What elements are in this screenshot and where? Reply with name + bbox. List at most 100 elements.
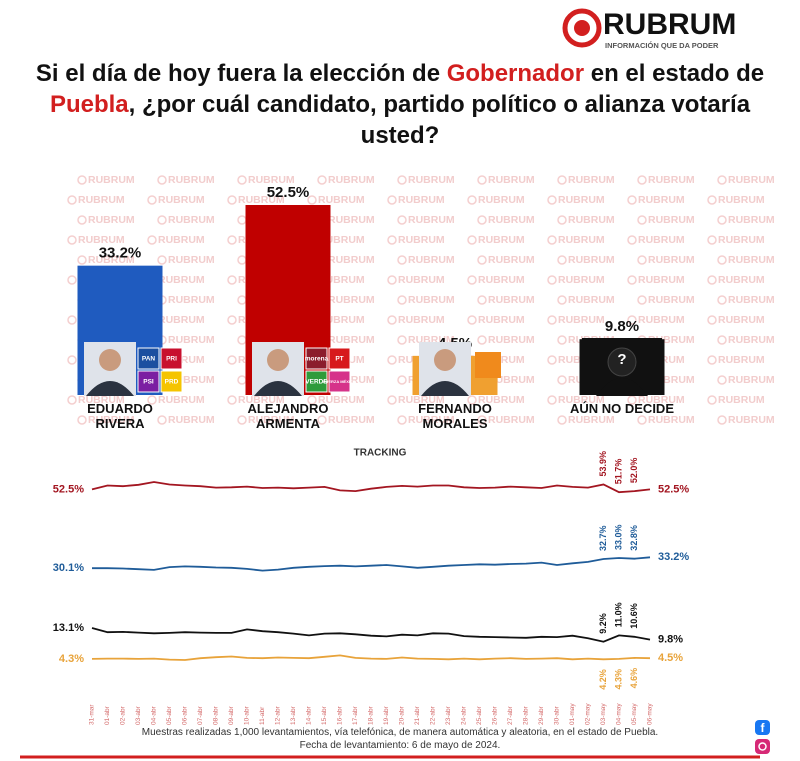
date-label: 24-abr xyxy=(461,705,468,725)
date-label: 11-abr xyxy=(259,706,266,725)
watermark-text: RUBRUM xyxy=(478,314,525,326)
bar-value-label: 9.8% xyxy=(605,318,639,335)
watermark-dot xyxy=(387,315,397,325)
photo-body xyxy=(421,381,469,396)
party-logo xyxy=(160,370,183,393)
party-logo xyxy=(475,352,501,378)
end-label: 33.2% xyxy=(658,551,689,563)
watermark-dot xyxy=(467,235,477,245)
watermark-dot xyxy=(77,215,87,225)
watermark-text: RUBRUM xyxy=(398,394,445,406)
brand-tagline: INFORMACIÓN QUE DA PODER xyxy=(605,41,719,50)
tracking-title: TRACKING xyxy=(354,448,407,459)
watermark-dot xyxy=(547,315,557,325)
watermark-dot xyxy=(317,415,327,425)
facebook-glyph: f xyxy=(761,721,766,735)
watermark-dot xyxy=(237,175,247,185)
watermark-dot xyxy=(387,275,397,285)
bar-value-label: 33.2% xyxy=(99,245,142,262)
watermark-dot xyxy=(547,355,557,365)
watermark-dot xyxy=(77,255,87,265)
watermark-text: RUBRUM xyxy=(488,214,535,226)
watermark-dot xyxy=(627,315,637,325)
title-part: Puebla xyxy=(49,91,129,118)
watermark-text: RUBRUM xyxy=(638,314,685,326)
watermark-text: RUBRUM xyxy=(158,394,205,406)
watermark-dot xyxy=(707,315,717,325)
watermark-text: RUBRUM xyxy=(88,414,135,426)
watermark-text: RUBRUM xyxy=(158,274,205,286)
watermark-text: RUBRUM xyxy=(718,194,765,206)
watermark-text: RUBRUM xyxy=(398,234,445,246)
watermark-dot xyxy=(557,415,567,425)
party-logo xyxy=(305,370,328,393)
logo-ring xyxy=(562,8,602,48)
trend-line xyxy=(91,627,651,643)
watermark-text: RUBRUM xyxy=(638,234,685,246)
watermark-text: RUBRUM xyxy=(568,214,615,226)
watermark-dot xyxy=(147,235,157,245)
watermark-text: RUBRUM xyxy=(718,314,765,326)
watermark-dot xyxy=(397,175,407,185)
watermark-dot xyxy=(307,395,317,405)
watermark-dot xyxy=(397,255,407,265)
watermark-dot xyxy=(227,195,237,205)
watermark-dot xyxy=(227,355,237,365)
watermark-text: RUBRUM xyxy=(718,274,765,286)
date-label: 31-mar xyxy=(89,704,96,725)
watermark-text: RUBRUM xyxy=(238,394,285,406)
date-label: 30-abr xyxy=(554,705,561,725)
watermark-dot xyxy=(637,175,647,185)
watermark-dot xyxy=(467,315,477,325)
watermark-dot xyxy=(227,275,237,285)
watermark-text: RUBRUM xyxy=(648,254,695,266)
watermark-text: RUBRUM xyxy=(88,254,135,266)
watermark-dot xyxy=(397,415,407,425)
watermark-dot xyxy=(707,395,717,405)
watermark-text: RUBRUM xyxy=(328,254,375,266)
watermark-text: RUBRUM xyxy=(408,214,455,226)
watermark-dot xyxy=(157,175,167,185)
watermark-text: RUBRUM xyxy=(168,414,215,426)
watermark-dot xyxy=(547,395,557,405)
watermark-dot xyxy=(557,335,567,345)
watermark-dot xyxy=(237,375,247,385)
watermark-text: RUBRUM xyxy=(158,234,205,246)
watermark-dot xyxy=(557,295,567,305)
watermark-text: RUBRUM xyxy=(558,194,605,206)
watermark-dot xyxy=(67,275,77,285)
facebook-icon[interactable] xyxy=(755,720,770,735)
point-label: 33.0% xyxy=(613,524,623,550)
photo-body xyxy=(254,381,302,396)
watermark-dot xyxy=(707,275,717,285)
unknown-glyph: ? xyxy=(617,351,626,368)
watermark-text: RUBRUM xyxy=(728,374,775,386)
watermark-dot xyxy=(637,295,647,305)
watermark-dot xyxy=(387,395,397,405)
date-label: 07-abr xyxy=(197,705,204,725)
date-label: 16-abr xyxy=(337,705,344,725)
start-label: 52.5% xyxy=(53,483,84,495)
date-label: 03-may xyxy=(600,703,607,725)
date-label: 20-abr xyxy=(399,705,406,725)
date-label: 04-abr xyxy=(151,705,158,725)
candidate-name: FERNANDO MORALES xyxy=(418,401,492,431)
brand-name: RUBRUM xyxy=(603,8,736,41)
date-label: 08-abr xyxy=(213,705,220,725)
title-part: Si el día de hoy fuera la elección de xyxy=(35,60,447,87)
watermark-text: RUBRUM xyxy=(568,254,615,266)
watermark-text: RUBRUM xyxy=(558,394,605,406)
watermark-text: RUBRUM xyxy=(638,394,685,406)
watermark-text: RUBRUM xyxy=(728,174,775,186)
watermark-text: RUBRUM xyxy=(398,274,445,286)
instagram-icon[interactable] xyxy=(755,739,770,754)
watermark-dot xyxy=(237,255,247,265)
candidate-name: ALEJANDRO ARMENTA xyxy=(247,401,329,431)
trend-line xyxy=(91,481,651,494)
date-label: 12-abr xyxy=(275,705,282,725)
watermark-text: RUBRUM xyxy=(648,414,695,426)
watermark-dot xyxy=(67,355,77,365)
watermark-text: RUBRUM xyxy=(88,174,135,186)
watermark-text: RUBRUM xyxy=(398,194,445,206)
